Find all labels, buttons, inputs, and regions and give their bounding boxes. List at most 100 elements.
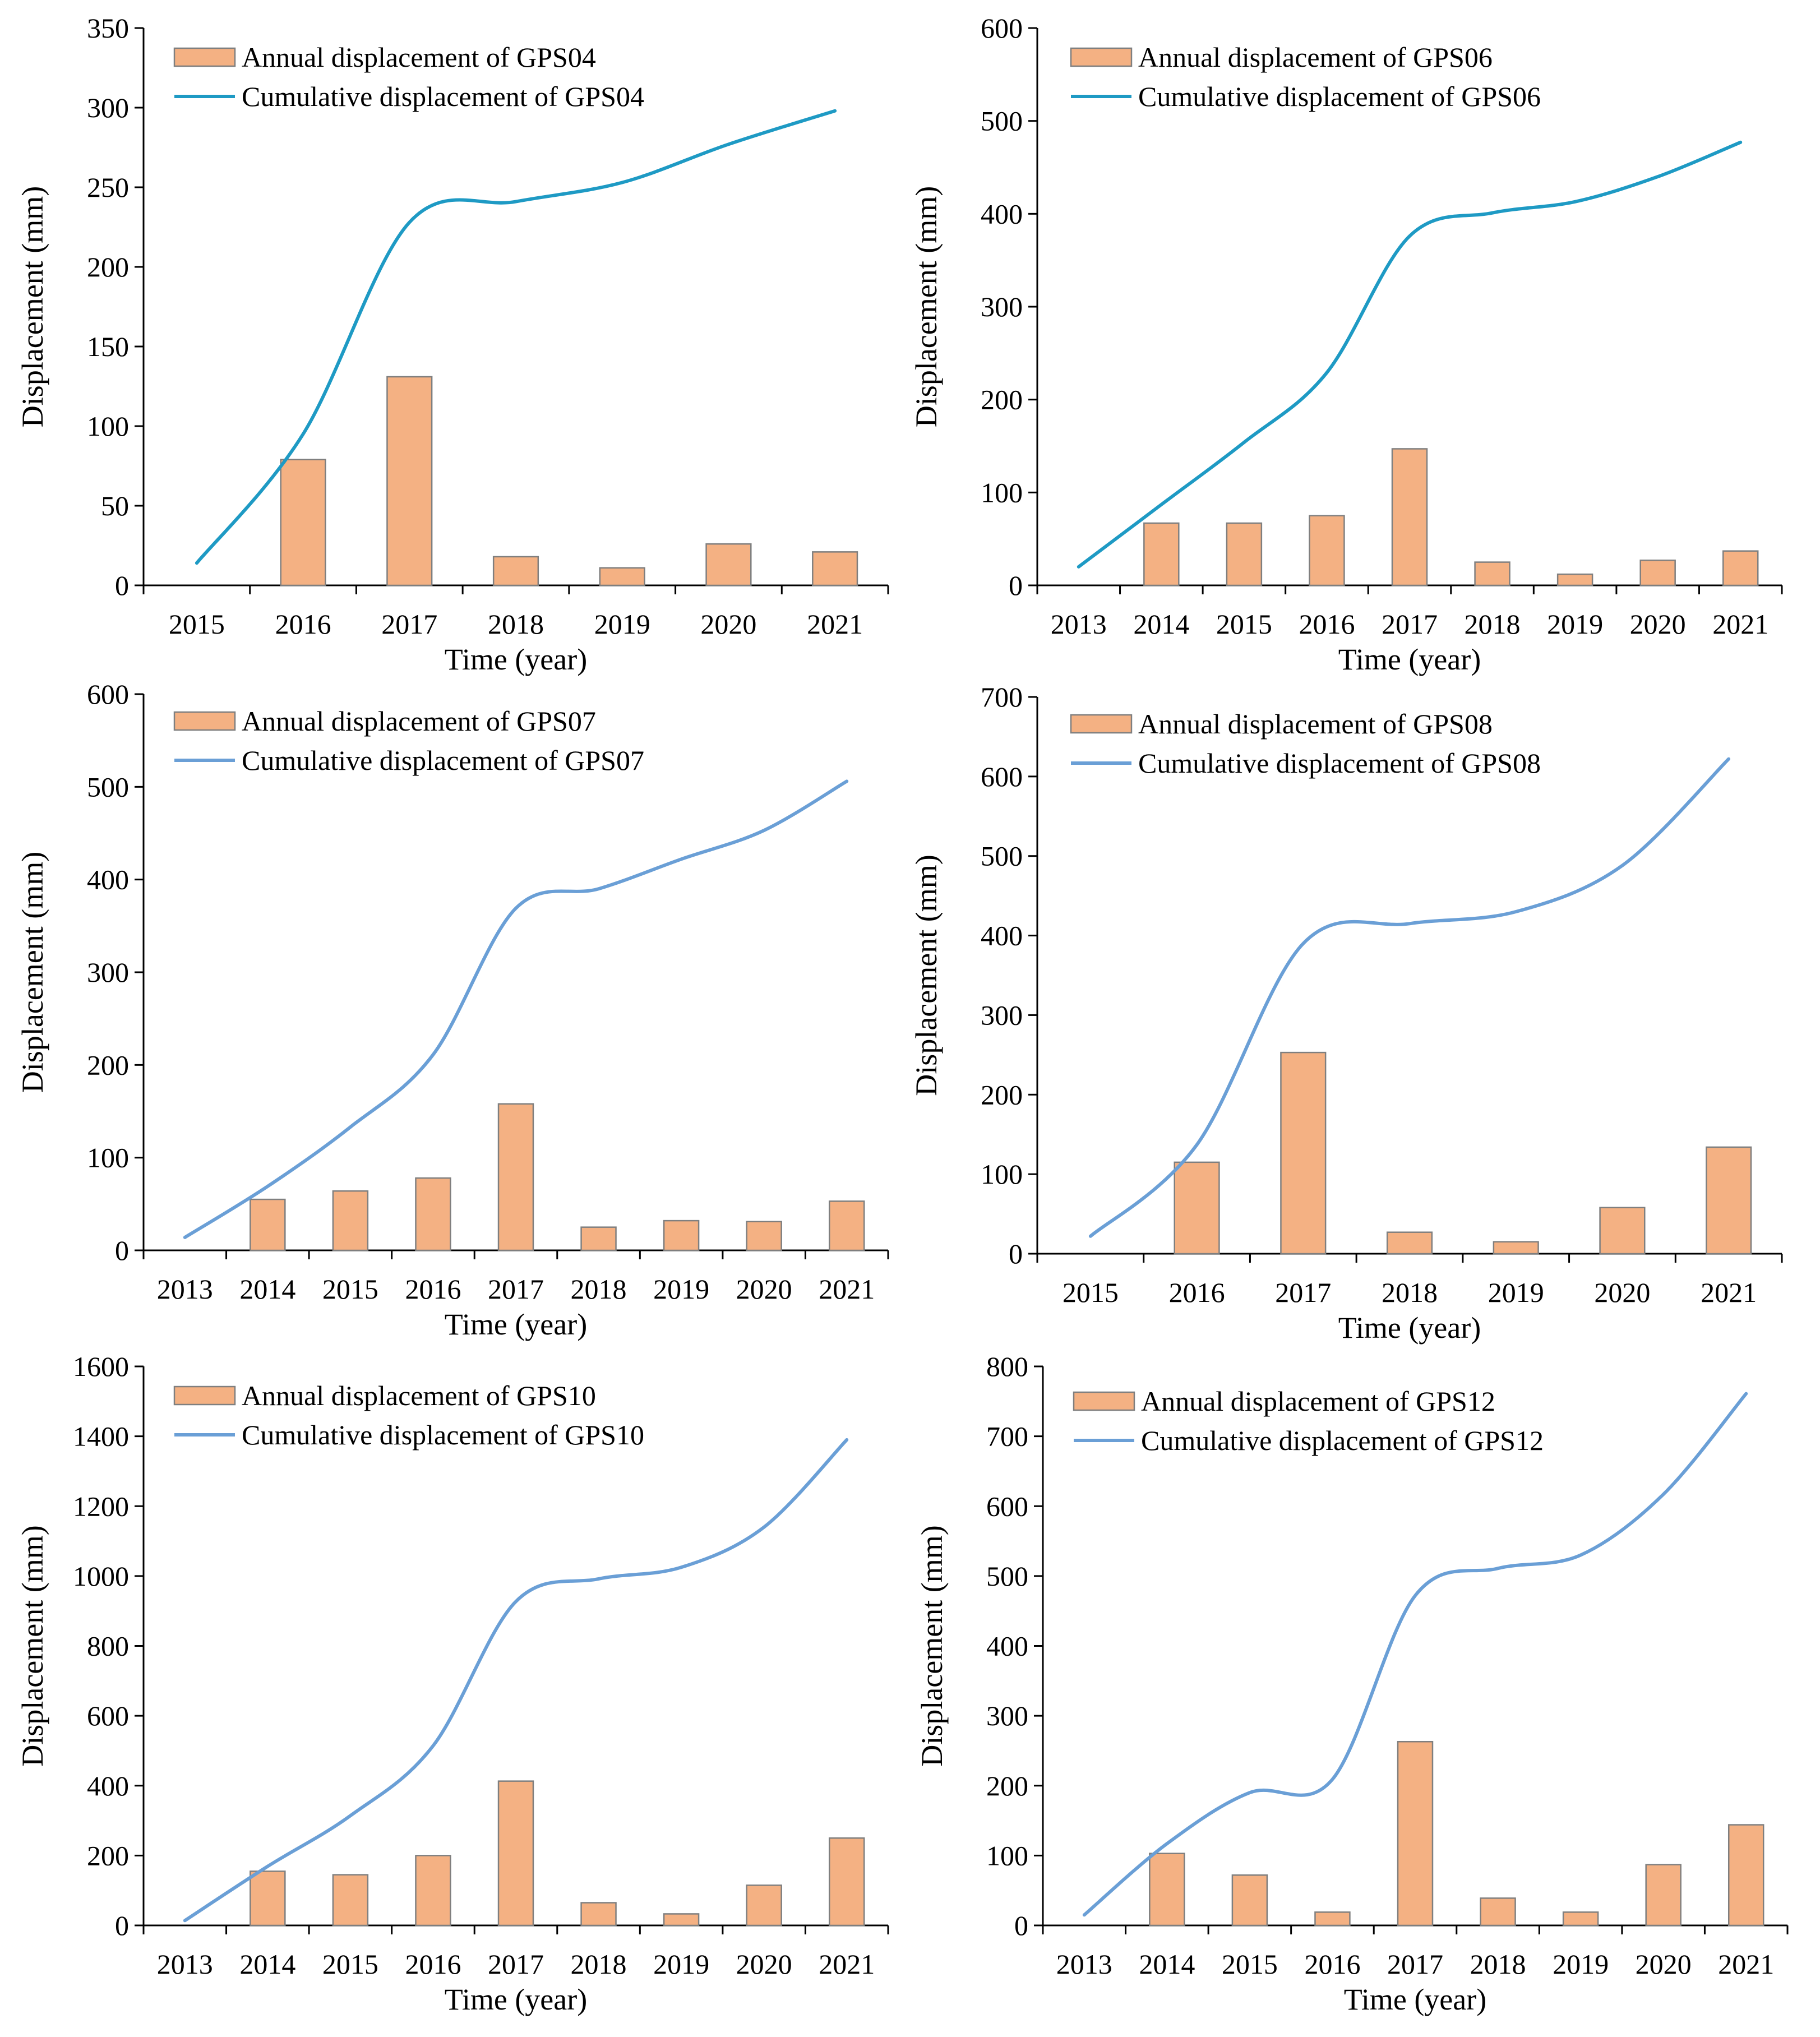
bar-annual-2018: [580, 1226, 617, 1251]
x-tick-label: 2013: [1051, 608, 1107, 640]
bar-annual-2017: [497, 1103, 534, 1251]
x-tick-label: 2018: [571, 1273, 627, 1305]
bar-annual-2021: [828, 1200, 865, 1251]
chart-panel-2: 0 100 200 300 400 500 600 2013 2014 2015 2016 2017 2…: [909, 12, 1783, 676]
x-tick-label: 2014: [1133, 608, 1189, 640]
bar-annual-2018: [580, 1902, 617, 1927]
bar-annual-2020: [746, 1221, 782, 1251]
bar-annual-2017: [1397, 1740, 1434, 1927]
x-tick-label: 2013: [1056, 1948, 1112, 1980]
y-tick-label: 200: [981, 384, 1023, 415]
x-tick-label: 2018: [1382, 1277, 1438, 1308]
y-tick-label: 200: [87, 251, 129, 283]
x-tick-label: 2019: [1553, 1948, 1609, 1980]
bar-annual-2020: [746, 1884, 782, 1927]
x-tick-label: 2016: [1169, 1277, 1225, 1308]
y-tick-label: 50: [101, 490, 129, 521]
legend-label: Annual displacement of GPS12: [1141, 1385, 1495, 1417]
x-tick-label: 2016: [1304, 1948, 1360, 1980]
x-tick-label: 2017: [488, 1273, 544, 1305]
x-axis-title: Time (year): [1338, 1311, 1481, 1345]
y-tick-label: 200: [87, 1049, 129, 1080]
legend-swatch-bar: [173, 711, 236, 731]
y-tick-label: 600: [87, 1700, 129, 1731]
bar-annual-2021: [828, 1837, 865, 1927]
bar-annual-2019: [1493, 1241, 1539, 1255]
y-tick-label: 400: [986, 1630, 1028, 1662]
chart-panel-4: 0 100 200 300 400 500 600 700 2015 2016 2017 2018 20…: [909, 681, 1783, 1345]
line-cumulative: [195, 109, 837, 565]
x-tick-label: 2017: [381, 608, 437, 640]
y-axis-title: Displacement (mm): [16, 1525, 49, 1766]
x-tick-label: 2015: [1216, 608, 1272, 640]
legend-label: Cumulative displacement of GPS10: [242, 1419, 644, 1451]
bar-annual-2020: [1645, 1864, 1682, 1927]
x-tick-label: 2017: [488, 1948, 544, 1980]
bar-annual-2016: [1314, 1911, 1351, 1927]
x-tick-label: 2019: [653, 1948, 709, 1980]
y-tick-label: 100: [981, 477, 1023, 508]
bar-annual-2019: [599, 567, 645, 586]
bar-annual-2016: [1174, 1161, 1220, 1255]
y-tick-label: 400: [87, 864, 129, 895]
chart-panel-6: 0 100 200 300 400 500 600 700 800 2013 2014 2015 201…: [915, 1351, 1789, 2016]
bar-annual-2021: [1706, 1146, 1752, 1255]
y-tick-label: 200: [981, 1079, 1023, 1110]
bar-annual-2019: [663, 1913, 700, 1927]
x-tick-label: 2016: [1299, 608, 1355, 640]
bar-annual-2015: [1226, 522, 1263, 586]
legend-label: Annual displacement of GPS07: [242, 705, 596, 737]
y-tick-label: 600: [986, 1490, 1028, 1522]
y-tick-label: 0: [115, 1910, 129, 1941]
legend-label: Annual displacement of GPS08: [1138, 708, 1493, 740]
bar-annual-2015: [332, 1190, 369, 1251]
x-tick-label: 2016: [405, 1273, 461, 1305]
x-tick-label: 2020: [736, 1273, 792, 1305]
y-tick-label: 500: [986, 1560, 1028, 1592]
bar-annual-2016: [1309, 515, 1345, 586]
y-tick-label: 100: [87, 410, 129, 442]
legend-label: Cumulative displacement of GPS04: [242, 81, 644, 112]
y-tick-label: 300: [981, 291, 1023, 322]
x-tick-label: 2016: [405, 1948, 461, 1980]
bar-annual-2019: [663, 1220, 700, 1251]
chart-panel-5: 0 200 400 600 800 1000 1200 1400 1600 2013 2014 201…: [16, 1351, 889, 2016]
line-cumulative: [1077, 140, 1743, 569]
x-tick-label: 2021: [1712, 608, 1768, 640]
y-tick-label: 400: [981, 920, 1023, 951]
y-tick-label: 400: [981, 198, 1023, 229]
x-tick-label: 2020: [736, 1948, 792, 1980]
bar-annual-2021: [1722, 550, 1759, 586]
y-tick-label: 700: [986, 1421, 1028, 1452]
bar-annual-2017: [1391, 448, 1428, 586]
x-tick-label: 2018: [488, 608, 544, 640]
y-tick-label: 1200: [73, 1490, 129, 1522]
bar-annual-2016: [280, 459, 326, 586]
y-tick-label: 0: [1014, 1910, 1028, 1941]
y-tick-label: 200: [986, 1770, 1028, 1802]
y-tick-label: 350: [87, 12, 129, 44]
bar-annual-2019: [1556, 573, 1593, 586]
bar-annual-2020: [1639, 560, 1676, 586]
y-tick-label: 1600: [73, 1351, 129, 1382]
bar-annual-2017: [386, 376, 433, 586]
y-tick-label: 500: [981, 840, 1023, 872]
bar-annual-2018: [1386, 1231, 1433, 1255]
x-tick-label: 2019: [1488, 1277, 1544, 1308]
x-tick-label: 2014: [1139, 1948, 1195, 1980]
bar-annual-2018: [1480, 1897, 1516, 1927]
x-tick-label: 2015: [1063, 1277, 1119, 1308]
y-axis-title: Displacement (mm): [16, 852, 49, 1093]
legend-swatch-bar: [1070, 47, 1133, 67]
legend-label: Cumulative displacement of GPS12: [1141, 1425, 1544, 1456]
line-cumulative: [1082, 1392, 1748, 1917]
x-tick-label: 2016: [275, 608, 331, 640]
x-tick-label: 2013: [157, 1273, 213, 1305]
bar-annual-2021: [812, 551, 858, 586]
y-tick-label: 250: [87, 172, 129, 203]
bar-annual-2014: [1149, 1853, 1185, 1927]
x-tick-label: 2021: [819, 1273, 875, 1305]
line-cumulative: [183, 779, 849, 1239]
y-tick-label: 500: [87, 771, 129, 802]
bar-annual-2014: [1143, 522, 1180, 586]
